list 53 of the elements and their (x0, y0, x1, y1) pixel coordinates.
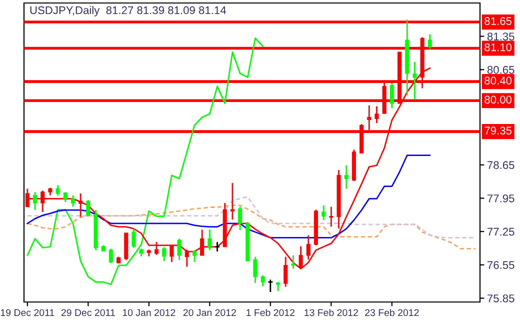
candlestick (208, 228, 212, 251)
chart-title: USDJPY,Daily 81.27 81.39 81.09 81.14 (30, 6, 226, 16)
y-tick-label: 76.55 (488, 261, 514, 269)
x-tick-label: 23 Feb 2012 (365, 308, 419, 316)
candlestick (63, 191, 68, 203)
ref-line-label: 80.00 (484, 96, 512, 104)
candlestick (78, 192, 83, 218)
candlestick (86, 199, 90, 216)
candlestick (306, 234, 310, 260)
x-tick-label: 13 Feb 2012 (304, 308, 358, 316)
x-tick-label: 20 Jan 2012 (183, 309, 236, 316)
candlestick (40, 190, 45, 213)
candlestick (200, 228, 204, 256)
candlestick (70, 194, 75, 208)
candlestick (56, 184, 60, 196)
ref-line-label: 81.10 (484, 43, 512, 52)
candlestick (230, 182, 234, 220)
candlestick (329, 206, 334, 228)
candlestick (192, 249, 196, 263)
y-tick-label: 78.65 (488, 161, 514, 170)
candlestick (322, 204, 326, 221)
candlestick (32, 191, 38, 211)
candlestick (412, 61, 417, 100)
candlestick (344, 164, 348, 190)
candlestick (253, 256, 258, 284)
x-tick-label: 1 Feb 2012 (246, 308, 295, 316)
ref-line-label: 79.35 (484, 126, 512, 135)
y-tick-label: 77.95 (488, 194, 514, 202)
candlestick (260, 274, 265, 287)
x-tick-label: 19 Dec 2011 (0, 309, 54, 316)
candlestick (154, 241, 159, 256)
candlestick (276, 281, 280, 292)
candlestick (238, 206, 242, 231)
y-tick-label: 81.35 (487, 32, 514, 40)
candlestick (374, 106, 379, 124)
y-tick-label: 77.25 (488, 228, 514, 236)
candlestick (177, 238, 182, 261)
line-series (26, 154, 431, 238)
x-tick-label: 29 Dec 2011 (61, 309, 115, 316)
y-tick-label: 75.85 (488, 294, 514, 302)
candlestick (108, 248, 113, 264)
candlestick (390, 82, 394, 109)
x-tick-label: 10 Jan 2012 (122, 309, 176, 316)
candlestick (291, 254, 296, 270)
candlestick (162, 246, 166, 262)
candlestick (170, 244, 174, 263)
candlestick (428, 34, 432, 50)
ref-line-label: 80.40 (484, 76, 512, 85)
y-tick-label: 80.65 (487, 66, 514, 74)
ref-line-label: 81.65 (484, 17, 512, 26)
line-series (26, 204, 476, 250)
candlestick (132, 228, 136, 248)
line-series (26, 38, 264, 286)
